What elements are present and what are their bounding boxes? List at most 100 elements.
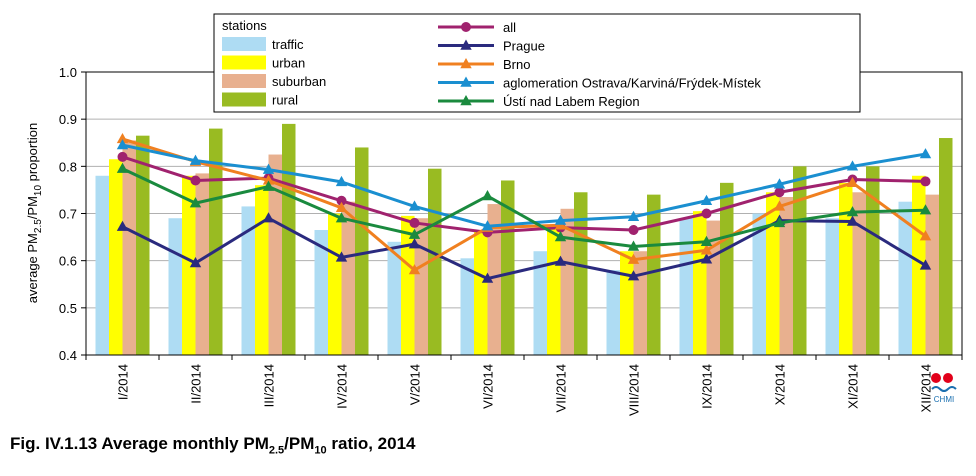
x-tick-label: III/2014 (262, 364, 277, 407)
x-tick-label: VIII/2014 (627, 364, 642, 416)
data-point (846, 160, 859, 171)
data-point (554, 214, 567, 225)
data-point (919, 148, 932, 159)
bar-suburban (268, 154, 282, 355)
legend-label: all (503, 20, 516, 35)
data-point (627, 270, 640, 281)
y-tick-label: 0.7 (59, 207, 77, 222)
x-axis-ticks: I/2014 II/2014 III/2014 IV/2014 V/2014 VI/201… (85, 355, 963, 416)
x-tick-label: I/2014 (116, 364, 131, 400)
legend-marker (460, 95, 472, 106)
bar-traffic (241, 206, 255, 355)
bar-urban (620, 251, 634, 355)
bar-rural (282, 123, 296, 355)
data-point (408, 238, 421, 249)
y-tick-label: 0.9 (59, 112, 77, 127)
bar-urban (328, 213, 342, 355)
data-point (627, 253, 640, 264)
data-point (919, 204, 932, 215)
bar-rural (866, 166, 880, 355)
data-point (335, 251, 348, 262)
bar-rural (647, 194, 661, 355)
data-point (189, 257, 202, 268)
x-tick-label: II/2014 (189, 364, 204, 404)
x-tick-label: XII/2014 (919, 364, 934, 412)
data-point (262, 180, 275, 191)
data-point (846, 206, 859, 217)
bar-urban (255, 185, 269, 355)
bars (95, 123, 953, 355)
bar-suburban (122, 140, 136, 355)
bar-traffic (95, 175, 109, 355)
legend-label: Prague (503, 39, 545, 54)
data-point (116, 139, 129, 150)
bar-traffic (752, 213, 766, 355)
legend-label: Ústí nad Labem Region (503, 94, 640, 109)
legend-label: traffic (272, 37, 304, 52)
bar-suburban (560, 208, 574, 355)
data-point (700, 244, 713, 255)
data-point (773, 178, 786, 189)
data-point (554, 255, 567, 266)
data-point (920, 176, 931, 187)
bar-suburban (779, 196, 793, 355)
bar-traffic (314, 230, 328, 355)
bar-suburban (925, 194, 939, 355)
legend-marker (460, 58, 472, 69)
x-tick-label: IV/2014 (335, 364, 350, 409)
data-point (627, 210, 640, 222)
data-point (773, 200, 786, 211)
x-tick-label: V/2014 (408, 364, 423, 405)
data-point (335, 201, 348, 213)
bar-rural (136, 135, 150, 355)
data-point (116, 162, 129, 173)
data-point (554, 231, 567, 242)
data-point (919, 259, 932, 270)
data-point (335, 212, 348, 223)
legend-label: Brno (503, 57, 530, 72)
bar-urban (693, 211, 707, 355)
data-point (701, 208, 712, 219)
bar-rural (720, 182, 734, 355)
data-point (700, 194, 713, 205)
legend-box (213, 13, 861, 113)
bar-urban (109, 159, 123, 355)
x-tick-label: XI/2014 (846, 364, 861, 409)
legend-marker (461, 22, 471, 32)
line-series (122, 143, 926, 228)
legend: stations traffic urban suburban rural all Pra… (213, 13, 861, 113)
data-point (846, 215, 859, 226)
figure-caption: Fig. IV.1.13 Average monthly PM2.5/PM10 … (10, 434, 416, 457)
series-lines (116, 132, 932, 283)
y-tick-label: 0.5 (59, 301, 77, 316)
logo-wave-icon (931, 386, 957, 392)
bar-urban (766, 192, 780, 355)
bar-rural (428, 168, 442, 355)
data-point (189, 154, 202, 165)
x-tick-label: X/2014 (773, 364, 788, 405)
data-point (262, 174, 275, 185)
bar-traffic (387, 241, 401, 355)
data-point (628, 225, 639, 236)
bar-suburban (487, 204, 501, 355)
bar-traffic (898, 201, 912, 355)
bar-urban (182, 175, 196, 355)
data-point (773, 216, 786, 228)
x-tick-label: VII/2014 (554, 364, 569, 412)
y-tick-label: 0.8 (59, 159, 77, 174)
logo-dot-icon (931, 373, 941, 383)
bar-rural (355, 147, 369, 355)
legend-marker (460, 76, 472, 87)
data-point (190, 175, 201, 186)
bar-traffic (460, 258, 474, 355)
y-tick-label: 0.4 (59, 348, 77, 363)
legend-label: urban (272, 56, 305, 71)
data-point (919, 230, 932, 241)
bar-rural (209, 128, 223, 355)
data-point (481, 190, 494, 201)
data-point (774, 187, 785, 198)
legend-swatch (222, 37, 266, 51)
legend-swatch (222, 74, 266, 88)
legend-label: rural (272, 93, 298, 108)
bar-urban (401, 215, 415, 355)
